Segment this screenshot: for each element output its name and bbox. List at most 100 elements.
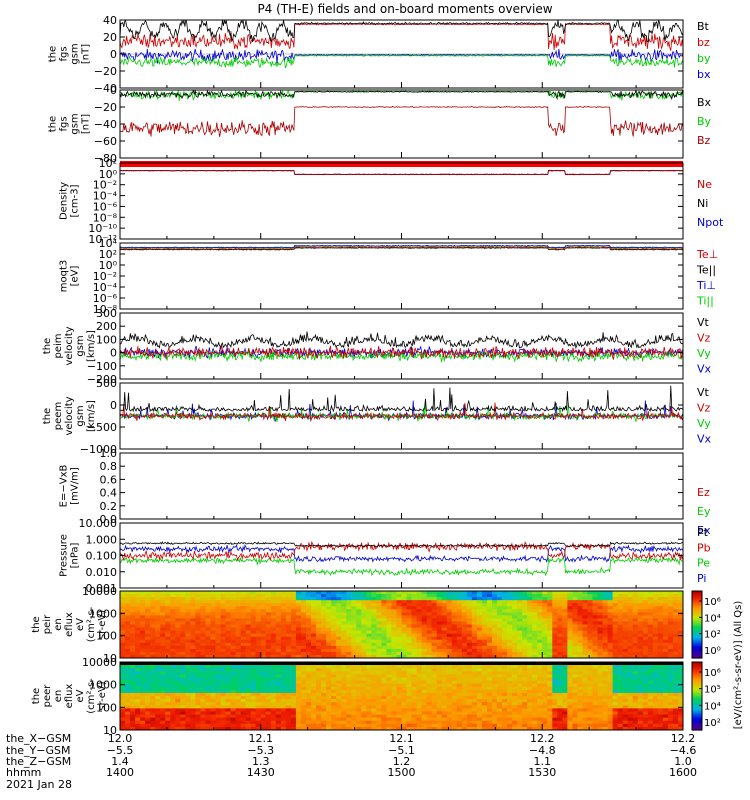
heatmap-cell <box>637 603 644 607</box>
heatmap-cell <box>627 606 634 610</box>
heatmap-cell <box>436 627 443 632</box>
heatmap-cell <box>150 683 156 688</box>
heatmap-cell <box>120 720 126 725</box>
heatmap-cell <box>305 639 312 644</box>
heatmap-cell <box>376 633 382 638</box>
heatmap-cell <box>220 648 227 653</box>
heatmap-cell <box>637 594 644 598</box>
heatmap-cell <box>617 609 624 613</box>
heatmap-cell <box>140 714 146 719</box>
y-tick-label: −500 <box>87 421 117 434</box>
heatmap-cell <box>180 618 186 623</box>
heatmap-cell <box>155 633 161 638</box>
heatmap-cell <box>441 702 448 706</box>
heatmap-cell <box>215 645 222 650</box>
heatmap-cell <box>145 609 151 613</box>
heatmap-cell <box>532 671 538 675</box>
heatmap-cell <box>652 603 659 607</box>
heatmap-cell <box>396 692 403 697</box>
heatmap-cell <box>527 600 533 604</box>
heatmap-cell <box>240 591 247 595</box>
heatmap-cell <box>346 714 352 719</box>
heatmap-cell <box>260 720 267 725</box>
heatmap-peer_eflux <box>120 662 683 730</box>
heatmap-cell <box>522 615 528 620</box>
heatmap-cell <box>341 705 347 709</box>
heatmap-cell <box>391 683 398 688</box>
heatmap-cell <box>155 609 161 613</box>
heatmap-cell <box>466 702 473 706</box>
heatmap-cell <box>491 654 498 658</box>
y-axis-label-line: en <box>53 618 64 631</box>
heatmap-cell <box>502 692 508 697</box>
heatmap-cell <box>607 648 614 653</box>
heatmap-cell <box>406 689 413 694</box>
heatmap-cell <box>205 668 212 672</box>
heatmap-cell <box>205 597 212 601</box>
heatmap-cell <box>336 708 342 713</box>
heatmap-cell <box>341 636 347 641</box>
heatmap-cell <box>512 600 518 604</box>
heatmap-cell <box>396 597 403 601</box>
heatmap-cell <box>135 648 141 653</box>
heatmap-cell <box>592 651 599 656</box>
heatmap-cell <box>677 603 683 607</box>
heatmap-cell <box>356 594 362 598</box>
heatmap-cell <box>155 627 161 632</box>
heatmap-cell <box>446 597 453 601</box>
heatmap-cell <box>175 677 181 682</box>
heatmap-cell <box>381 648 388 653</box>
heatmap-cell <box>240 612 247 616</box>
heatmap-cell <box>150 594 156 598</box>
heatmap-cell <box>512 689 518 694</box>
heatmap-cell <box>290 618 297 623</box>
heatmap-cell <box>361 720 367 725</box>
heatmap-cell <box>220 609 227 613</box>
heatmap-cell <box>150 600 156 604</box>
heatmap-cell <box>295 677 302 682</box>
heatmap-cell <box>406 633 413 638</box>
heatmap-cell <box>657 639 664 644</box>
heatmap-cell <box>220 630 227 635</box>
heatmap-cell <box>507 639 513 644</box>
heatmap-cell <box>155 708 161 713</box>
heatmap-cell <box>436 609 443 613</box>
heatmap-cell <box>652 627 659 632</box>
heatmap-cell <box>552 603 558 607</box>
heatmap-cell <box>607 639 614 644</box>
heatmap-cell <box>537 714 543 719</box>
y-axis-label-line: moqt3 <box>59 260 70 293</box>
heatmap-cell <box>230 699 237 703</box>
heatmap-cell <box>602 702 609 706</box>
heatmap-cell <box>421 648 428 653</box>
heatmap-cell <box>411 696 418 700</box>
heatmap-cell <box>461 636 468 641</box>
heatmap-cell <box>491 671 498 675</box>
heatmap-cell <box>290 668 297 672</box>
heatmap-cell <box>190 615 197 620</box>
heatmap-cell <box>356 677 362 682</box>
heatmap-cell <box>316 717 322 722</box>
heatmap-cell <box>160 702 166 706</box>
heatmap-cell <box>627 600 634 604</box>
heatmap-cell <box>361 615 367 620</box>
heatmap-cell <box>210 594 217 598</box>
heatmap-cell <box>527 597 533 601</box>
heatmap-cell <box>265 677 272 682</box>
heatmap-cell <box>411 642 418 647</box>
heatmap-cell <box>260 624 267 629</box>
heatmap-cell <box>421 692 428 697</box>
heatmap-cell <box>381 630 388 635</box>
heatmap-cell <box>120 668 126 672</box>
heatmap-cell <box>145 692 151 697</box>
heatmap-cell <box>376 686 382 691</box>
heatmap-cell <box>542 654 548 658</box>
heatmap-cell <box>290 683 297 688</box>
heatmap-cell <box>200 705 207 709</box>
heatmap-cell <box>562 609 568 613</box>
heatmap-cell <box>391 591 398 595</box>
heatmap-cell <box>461 621 468 626</box>
heatmap-cell <box>456 720 463 725</box>
heatmap-cell <box>416 603 423 607</box>
panel-temperature: 10⁴10²10⁰10⁻²10⁻⁴10⁻⁶10⁻⁸moqt3[eV]Te⊥Te|… <box>59 237 719 316</box>
